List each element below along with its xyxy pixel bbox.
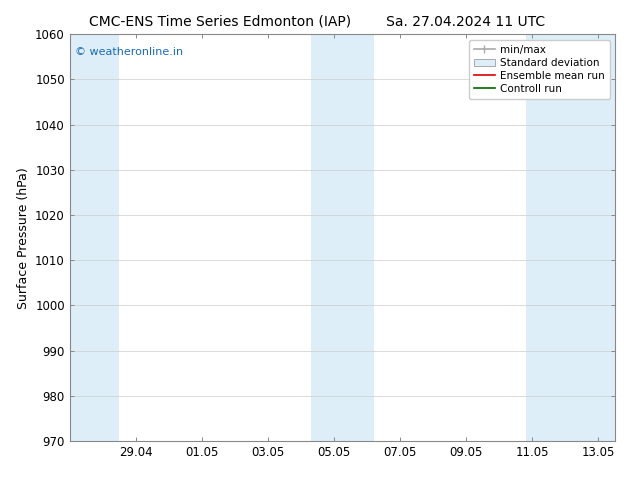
Text: CMC-ENS Time Series Edmonton (IAP)        Sa. 27.04.2024 11 UTC: CMC-ENS Time Series Edmonton (IAP) Sa. 2… — [89, 15, 545, 29]
Text: © weatheronline.in: © weatheronline.in — [75, 47, 183, 56]
Bar — [311, 34, 374, 441]
Bar — [526, 34, 615, 441]
Y-axis label: Surface Pressure (hPa): Surface Pressure (hPa) — [16, 167, 30, 309]
Legend: min/max, Standard deviation, Ensemble mean run, Controll run: min/max, Standard deviation, Ensemble me… — [469, 40, 610, 99]
Bar — [70, 34, 119, 441]
